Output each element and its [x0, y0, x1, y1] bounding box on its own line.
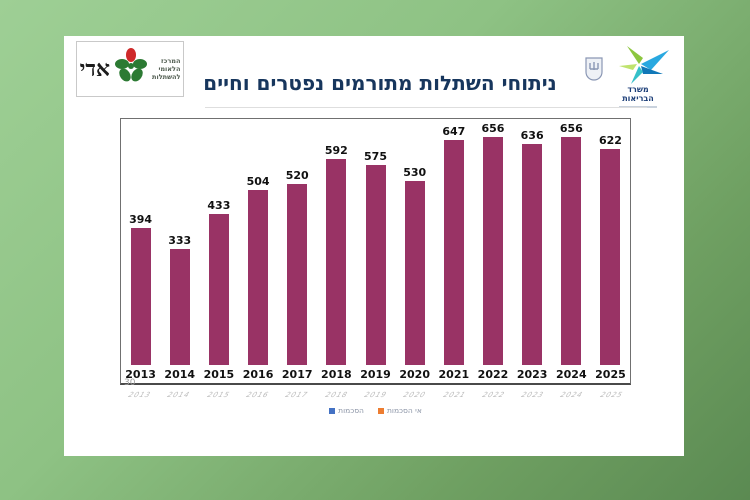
x-axis-year-label: 2019	[360, 368, 391, 381]
legend-swatch	[377, 407, 384, 414]
x-axis-year-label: 2025	[595, 368, 626, 381]
x-axis-year-label: 2016	[242, 368, 274, 381]
bar-column: 575 2019	[356, 119, 395, 383]
bar-value-label: 636	[520, 129, 544, 142]
clover-icon	[114, 48, 148, 90]
ghost-year-label: 2020	[402, 391, 428, 399]
legend-swatch	[329, 407, 336, 414]
bar	[365, 165, 386, 365]
bar-value-label: 394	[129, 213, 153, 226]
bar-column: 622 2025	[591, 119, 630, 383]
x-axis-year-label: 2013	[125, 368, 156, 381]
ministry-of-health-logo: משרד הבריאות	[577, 44, 671, 108]
bar	[287, 184, 308, 365]
ghost-year-label: 2024	[559, 391, 585, 399]
ghost-year-label: 2021	[441, 391, 467, 399]
bar-value-label: 656	[559, 122, 583, 135]
bar	[248, 190, 269, 365]
bar	[443, 140, 464, 365]
bar-column: 636 2023	[513, 119, 552, 383]
x-axis-year-label: 2018	[321, 368, 352, 381]
bar	[326, 159, 347, 365]
bar	[208, 214, 229, 365]
x-axis-year-label: 2023	[516, 368, 548, 381]
bar-column: 530 2020	[395, 119, 434, 383]
adi-logo-org-text: המרכז הלאומי להשתלות	[152, 56, 181, 82]
bar-column: 333 2014	[160, 119, 199, 383]
bar-value-label: 592	[324, 144, 348, 157]
bar	[522, 144, 543, 365]
x-axis-year-label: 2020	[399, 368, 430, 381]
ghost-year-label: 2018	[323, 391, 349, 399]
bar-value-label: 520	[285, 169, 309, 182]
x-axis-year-label: 2015	[203, 368, 235, 381]
ghost-axis-value: 30	[124, 378, 136, 388]
bar-column: 504 2016	[238, 119, 277, 383]
ghost-year-label: 2013	[127, 391, 153, 399]
bar-value-label: 622	[598, 134, 622, 147]
bar-value-label: 433	[207, 199, 231, 212]
page-title: ניתוחי השתלות מתורמים נפטרים וחיים	[203, 71, 557, 95]
bar-column: 433 2015	[199, 119, 238, 383]
bar-value-label: 530	[403, 166, 427, 179]
ghost-year-label: 2017	[284, 391, 310, 399]
ghost-year-row: 2013 2014 2015 2016 2017 2018 2019 2020 2021 2022…	[120, 391, 631, 399]
moh-logo-text: משרד הבריאות	[619, 85, 657, 108]
ghost-legend: הסכמות אי הסכמות	[120, 406, 631, 415]
ghost-year-label: 2019	[362, 391, 389, 399]
plot-area: 394 2013 333 2014 433 2015 504 2016 520 2017 592 20…	[121, 119, 630, 383]
israel-emblem-icon	[583, 56, 605, 86]
bar	[482, 137, 503, 365]
bar	[130, 228, 151, 365]
x-axis-year-label: 2014	[164, 368, 196, 381]
ghost-year-label: 2016	[245, 391, 271, 399]
x-axis-year-label: 2022	[477, 368, 509, 381]
bar-value-label: 647	[442, 125, 466, 138]
bar-value-label: 333	[168, 234, 192, 247]
bar-column: 656 2022	[473, 119, 512, 383]
bar-column: 592 2018	[317, 119, 356, 383]
bar	[169, 249, 190, 365]
ghost-year-label: 2015	[205, 391, 231, 399]
legend-label: אי הסכמות	[386, 406, 422, 415]
ghost-year-label: 2023	[520, 391, 546, 399]
ghost-year-label: 2022	[480, 391, 506, 399]
ghost-year-label: 2025	[598, 391, 624, 399]
adi-logo-name: אדי	[79, 56, 111, 82]
bar-value-label: 504	[246, 175, 270, 188]
moh-star-icon	[617, 44, 669, 90]
bar	[561, 137, 582, 365]
bar-column: 656 2024	[552, 119, 591, 383]
ghost-line	[205, 107, 647, 108]
legend-item: הסכמות	[329, 406, 364, 415]
x-axis-year-label: 2024	[555, 368, 587, 381]
moh-tagline-line	[619, 105, 657, 108]
bar-column: 647 2021	[434, 119, 473, 383]
bar-column: 520 2017	[278, 119, 317, 383]
legend-label: הסכמות	[338, 406, 364, 415]
bar	[404, 181, 425, 365]
bar-value-label: 656	[481, 122, 505, 135]
adi-logo: אדי המרכז הלאומי להשתלות	[76, 41, 184, 97]
bar	[600, 149, 621, 365]
x-axis-year-label: 2017	[281, 368, 313, 381]
bar-chart: 394 2013 333 2014 433 2015 504 2016 520 2017 592 20…	[120, 118, 631, 385]
bar-value-label: 575	[364, 150, 387, 163]
x-axis-year-label: 2021	[438, 368, 470, 381]
bar-column: 394 2013	[121, 119, 160, 383]
legend-item: אי הסכמות	[377, 406, 422, 415]
ghost-year-label: 2014	[166, 391, 192, 399]
